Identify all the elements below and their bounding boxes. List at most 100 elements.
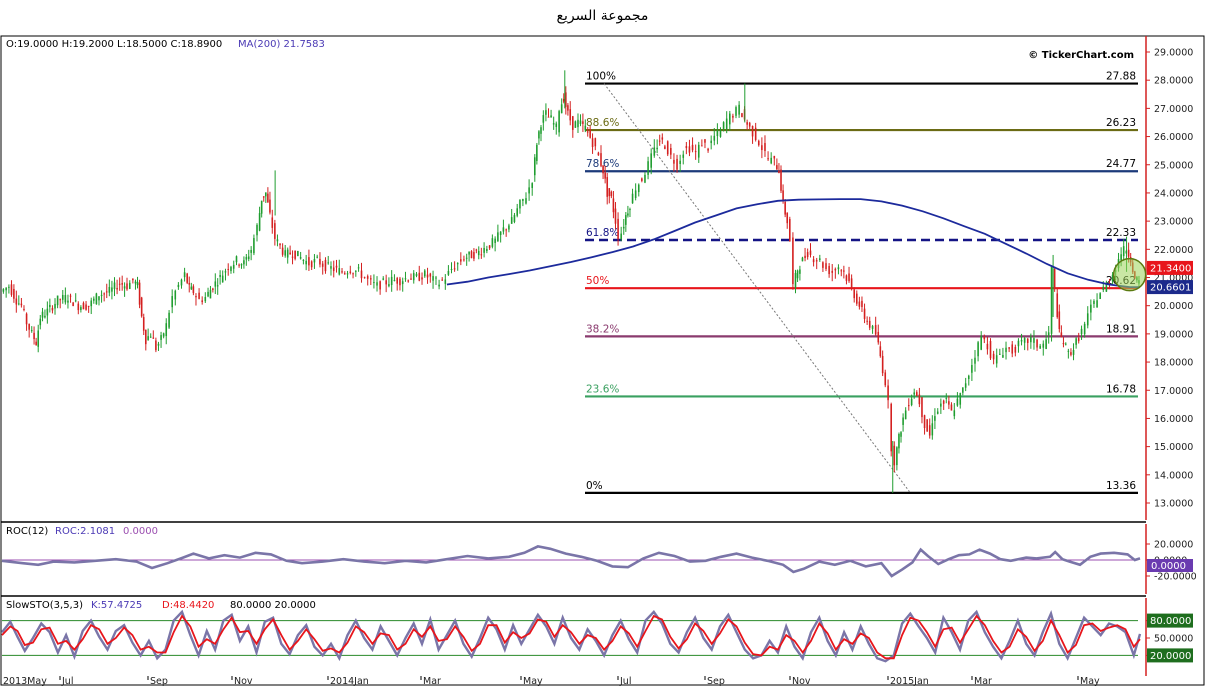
candle-body	[297, 250, 299, 257]
candle-body	[589, 128, 591, 138]
candle-body	[918, 394, 921, 405]
candle-body	[1050, 266, 1053, 334]
candle-body	[316, 256, 318, 258]
candle-body	[617, 218, 619, 240]
fib-value-label: 27.88	[1106, 71, 1136, 83]
candle-body	[98, 296, 100, 301]
candle-body	[950, 404, 953, 411]
candle-body	[198, 292, 200, 299]
candle-body	[64, 295, 67, 303]
time-tick-label: May	[523, 676, 543, 686]
candle-body	[230, 266, 232, 272]
stoch-d-value: D:48.4420	[162, 600, 214, 611]
candle-body	[1062, 343, 1065, 345]
candle-body	[871, 325, 874, 329]
candle-body	[44, 315, 46, 318]
candle-body	[1080, 328, 1083, 335]
ohlc-header: O:19.0000 H:19.2000 L:18.5000 C:18.8900	[6, 39, 222, 50]
candle-body	[401, 281, 404, 285]
candle-body	[302, 259, 305, 261]
candle-body	[612, 198, 615, 213]
candle-body	[1093, 300, 1095, 304]
candle-body	[265, 192, 267, 197]
candle-body	[694, 151, 697, 153]
candle-body	[661, 137, 664, 140]
candle-body	[463, 259, 465, 261]
candle-body	[1005, 347, 1007, 353]
candle-body	[171, 296, 173, 308]
candle-body	[465, 257, 468, 259]
candle-body	[486, 248, 488, 251]
candle-body	[572, 116, 574, 130]
candle-body	[770, 157, 772, 164]
candle-body	[491, 238, 494, 247]
candle-body	[113, 282, 116, 290]
candle-body	[685, 146, 688, 149]
candle-body	[308, 257, 310, 266]
time-axis: 2013May Jul Sep Nov 2014Jan Mar May Jul Sep Nov 20…	[0, 676, 1100, 686]
candle-body	[602, 165, 604, 174]
time-tick-label: Mar	[974, 676, 992, 686]
candle-body	[373, 282, 375, 284]
price-candles	[2, 70, 1140, 493]
candle-body	[1002, 354, 1004, 358]
candle-body	[488, 245, 491, 249]
price-tag-label: 21.3400	[1150, 263, 1191, 274]
candle-body	[964, 383, 967, 388]
candle-body	[552, 123, 555, 125]
candle-body	[567, 105, 569, 111]
candle-body	[716, 129, 719, 137]
candle-body	[508, 225, 510, 230]
candle-body	[28, 324, 30, 330]
candle-body	[995, 355, 998, 364]
candle-body	[1045, 339, 1047, 350]
candle-body	[142, 317, 145, 331]
candle-body	[116, 287, 118, 290]
candle-body	[761, 145, 763, 151]
candle-body	[2, 289, 5, 292]
candle-body	[754, 127, 757, 140]
candle-body	[1127, 249, 1130, 257]
candle-body	[641, 178, 643, 181]
candle-body	[516, 208, 519, 216]
fib-percent-label: 23.6%	[586, 383, 619, 395]
candle-body	[840, 270, 843, 272]
candle-body	[586, 131, 589, 133]
candle-body	[157, 343, 160, 346]
time-tick-label: Sep	[707, 676, 725, 686]
candle-body	[962, 387, 964, 393]
price-tick-label: 27.0000	[1154, 104, 1193, 115]
candle-body	[147, 336, 149, 340]
candle-body	[256, 224, 258, 236]
time-tick-label: May	[1080, 676, 1100, 686]
candle-body	[610, 191, 613, 197]
candle-body	[900, 432, 902, 437]
candle-body	[238, 264, 240, 266]
candle-body	[195, 296, 197, 298]
candle-body	[396, 278, 398, 284]
candle-body	[447, 270, 450, 275]
stochastic-pane: 80.0000 50.0000 20.0000	[1, 609, 1193, 663]
candle-body	[227, 269, 230, 271]
candle-body	[863, 308, 866, 319]
candle-body	[25, 313, 28, 325]
candle-body	[1120, 254, 1122, 261]
fib-percent-label: 0%	[586, 480, 603, 492]
candle-body	[893, 445, 896, 466]
candle-body	[776, 165, 778, 170]
candle-body	[67, 300, 69, 303]
candle-body	[357, 267, 360, 269]
candle-body	[15, 298, 18, 305]
candle-body	[319, 258, 321, 265]
candle-body	[128, 282, 131, 289]
candle-body	[321, 263, 324, 267]
candle-body	[1060, 332, 1063, 337]
roc-line	[1, 545, 1141, 578]
candle-body	[103, 293, 105, 295]
candle-body	[560, 104, 563, 114]
candle-body	[456, 263, 459, 265]
price-tick-label: 23.0000	[1154, 217, 1193, 228]
candle-body	[10, 284, 13, 295]
candle-body	[291, 256, 294, 258]
